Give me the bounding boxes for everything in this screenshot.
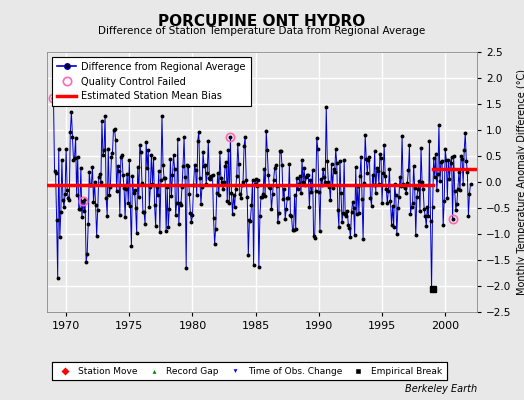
Y-axis label: Monthly Temperature Anomaly Difference (°C): Monthly Temperature Anomaly Difference (…: [517, 69, 524, 295]
Text: Difference of Station Temperature Data from Regional Average: Difference of Station Temperature Data f…: [99, 26, 425, 36]
Legend: Station Move, Record Gap, Time of Obs. Change, Empirical Break: Station Move, Record Gap, Time of Obs. C…: [52, 362, 446, 380]
Text: Berkeley Earth: Berkeley Earth: [405, 384, 477, 394]
Text: PORCUPINE ONT HYDRO: PORCUPINE ONT HYDRO: [158, 14, 366, 29]
